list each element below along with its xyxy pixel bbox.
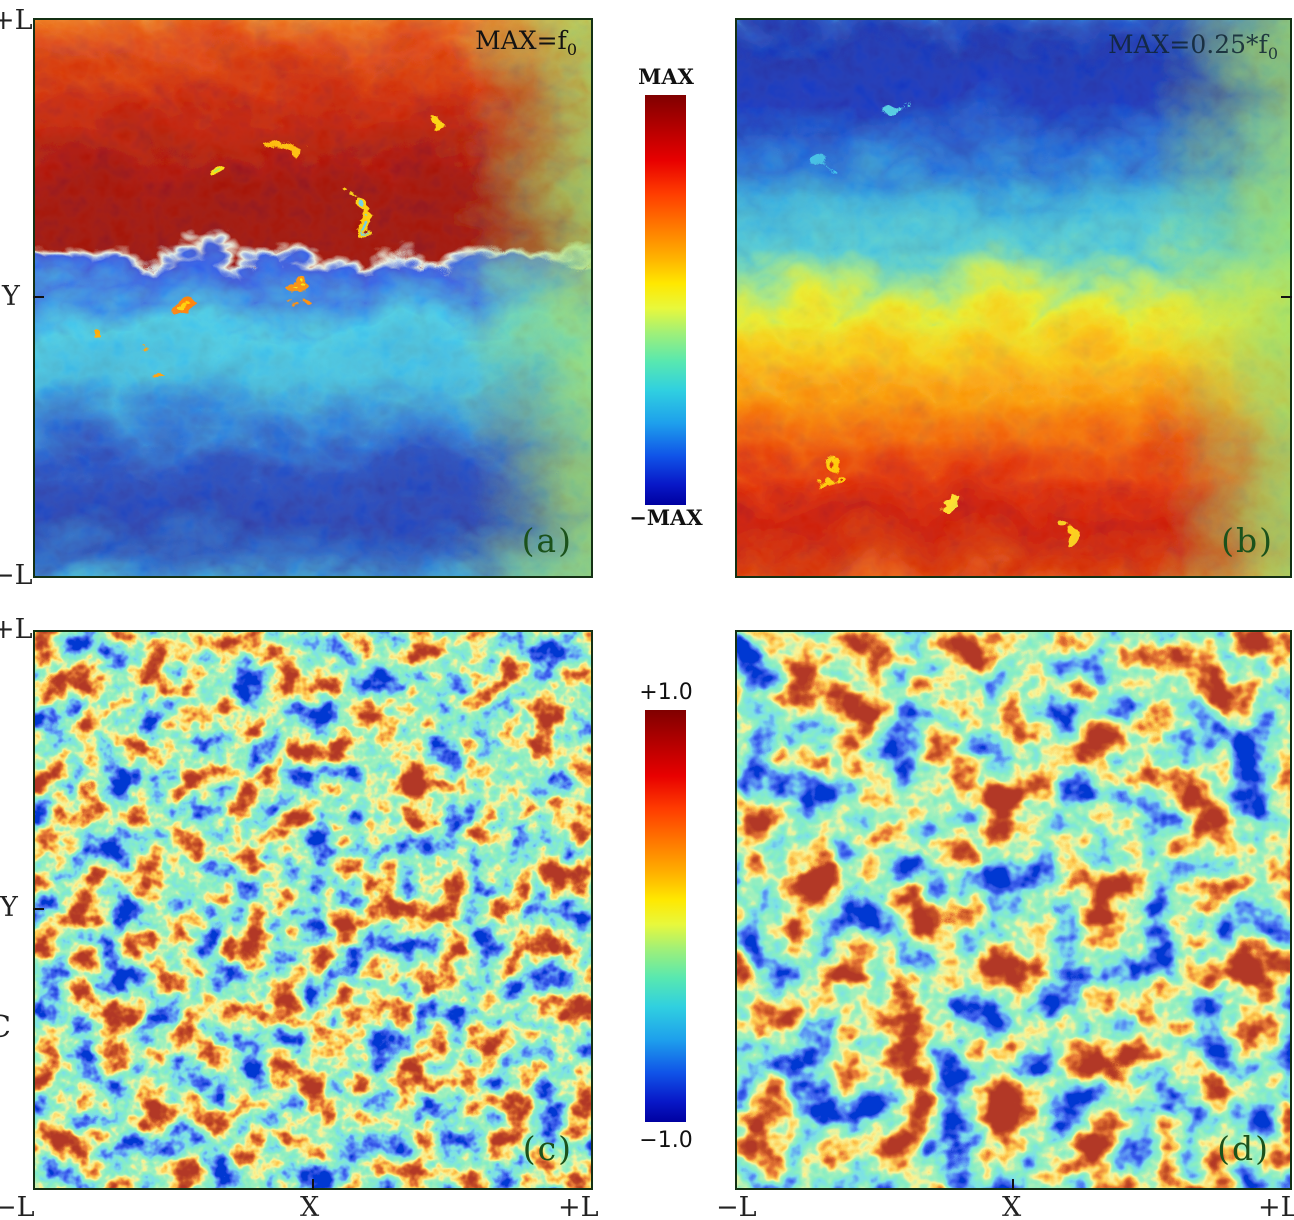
colorbar-bottom-gradient xyxy=(645,710,686,1122)
panel-d-letter: (d) xyxy=(1217,1129,1270,1168)
panel-c-letter: (c) xyxy=(522,1129,573,1168)
panel-a-ytick-bottom: −L xyxy=(0,560,33,591)
panel-c-xlabel: X xyxy=(300,1192,320,1220)
panel-c-ytick-top: +L xyxy=(0,614,33,645)
colorbar-top-gradient xyxy=(645,95,686,505)
panel-a-ytick-top: +L xyxy=(0,5,33,36)
partial-cropped-glyph: C xyxy=(0,1010,11,1045)
panel-d-xtick-right: +L xyxy=(1258,1192,1294,1220)
colorbar-bottom-max-label: +1.0 xyxy=(639,680,693,705)
panel-b-field-image xyxy=(737,20,1290,576)
panel-b-heatmap: MAX=0.25*f0 (b) xyxy=(735,18,1292,578)
panel-c-xtick-right: +L xyxy=(558,1192,599,1220)
panel-a-field-image xyxy=(35,20,591,576)
panel-b-annotation-sub: 0 xyxy=(1267,44,1278,63)
panel-b-annotation: MAX=0.25*f0 xyxy=(1108,30,1278,63)
panel-a-annotation: MAX=f0 xyxy=(475,26,577,59)
panel-d-heatmap: (d) xyxy=(735,630,1292,1190)
panel-c-ylabel: Y xyxy=(0,892,18,923)
panel-d-xlabel: X xyxy=(1002,1192,1022,1220)
panel-c-x-midtick xyxy=(312,1179,314,1190)
panel-c-heatmap: (c) xyxy=(33,630,593,1190)
panel-b-annotation-text: MAX=0.25*f xyxy=(1107,30,1268,59)
panel-a-ylabel: Y xyxy=(2,281,20,312)
colorbar-top xyxy=(645,95,686,505)
panel-a-annotation-sub: 0 xyxy=(566,40,577,59)
panel-a-annotation-text: MAX=f xyxy=(475,26,567,55)
panel-a-heatmap: MAX=f0 (a) xyxy=(33,18,593,578)
colorbar-bottom-min-label: −1.0 xyxy=(639,1128,693,1153)
panel-a-y-midtick xyxy=(33,296,44,298)
panel-b-y-midtick xyxy=(1281,296,1292,298)
panel-b-letter: (b) xyxy=(1221,521,1274,560)
panel-a-letter: (a) xyxy=(521,521,573,560)
panel-c-xtick-left: −L xyxy=(0,1192,35,1220)
panel-c-y-midtick xyxy=(33,908,44,910)
colorbar-top-min-label: −MAX xyxy=(629,505,703,530)
panel-d-xtick-left: −L xyxy=(716,1192,757,1220)
panel-d-field-image xyxy=(737,632,1290,1188)
colorbar-top-max-label: MAX xyxy=(638,64,694,89)
panel-c-field-image xyxy=(35,632,591,1188)
panel-d-x-midtick xyxy=(1012,1179,1014,1190)
colorbar-bottom xyxy=(645,710,686,1122)
